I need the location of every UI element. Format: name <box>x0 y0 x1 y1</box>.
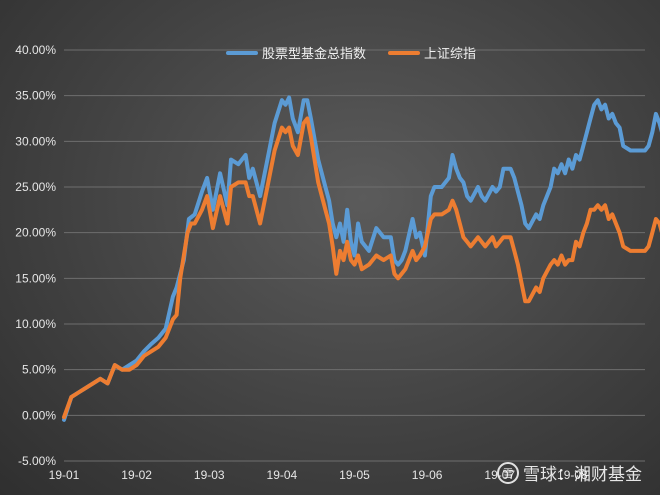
y-tick-label: 30.00% <box>15 134 56 148</box>
y-tick-label: 25.00% <box>15 180 56 194</box>
y-tick-label: -5.00% <box>18 454 56 468</box>
x-tick-label: 19-01 <box>49 468 80 482</box>
legend-entry: 股票型基金总指数 <box>262 46 366 62</box>
y-tick-label: 0.00% <box>22 408 56 422</box>
x-tick-label: 19-04 <box>267 468 298 482</box>
x-tick-label: 19-06 <box>412 468 443 482</box>
series-line-1 <box>62 95 660 422</box>
watermark: 雪 雪球：湘财基金 <box>497 460 642 485</box>
snowball-logo-icon: 雪 <box>497 461 519 484</box>
x-tick-label: 19-08 <box>557 468 588 482</box>
x-tick-label: 19-05 <box>339 468 370 482</box>
series-line-2 <box>62 116 660 420</box>
x-tick-label: 19-02 <box>121 468 152 482</box>
x-tick-label: 19-03 <box>194 468 225 482</box>
y-tick-label: 20.00% <box>15 226 56 240</box>
y-tick-label: 5.00% <box>22 363 56 377</box>
y-axis-ticks: -5.00% 0.00% 5.00% 10.00% 15.00% 20.00% 25.00%… <box>15 43 56 468</box>
x-axis-ticks: 19-01 19-02 19-03 19-04 19-05 19-06 19-07 19-08 <box>49 468 588 482</box>
legend-entry: 上证综指 <box>424 47 476 62</box>
y-tick-label: 35.00% <box>15 89 56 103</box>
y-tick-label: 40.00% <box>15 43 56 57</box>
y-tick-label: 10.00% <box>15 317 56 331</box>
legend: 股票型基金总指数 上证综指 <box>226 46 476 62</box>
watermark-text: 雪球：湘财基金 <box>523 465 642 485</box>
gridlines <box>64 49 645 462</box>
y-tick-label: 15.00% <box>15 271 56 285</box>
series-lines <box>62 95 660 422</box>
